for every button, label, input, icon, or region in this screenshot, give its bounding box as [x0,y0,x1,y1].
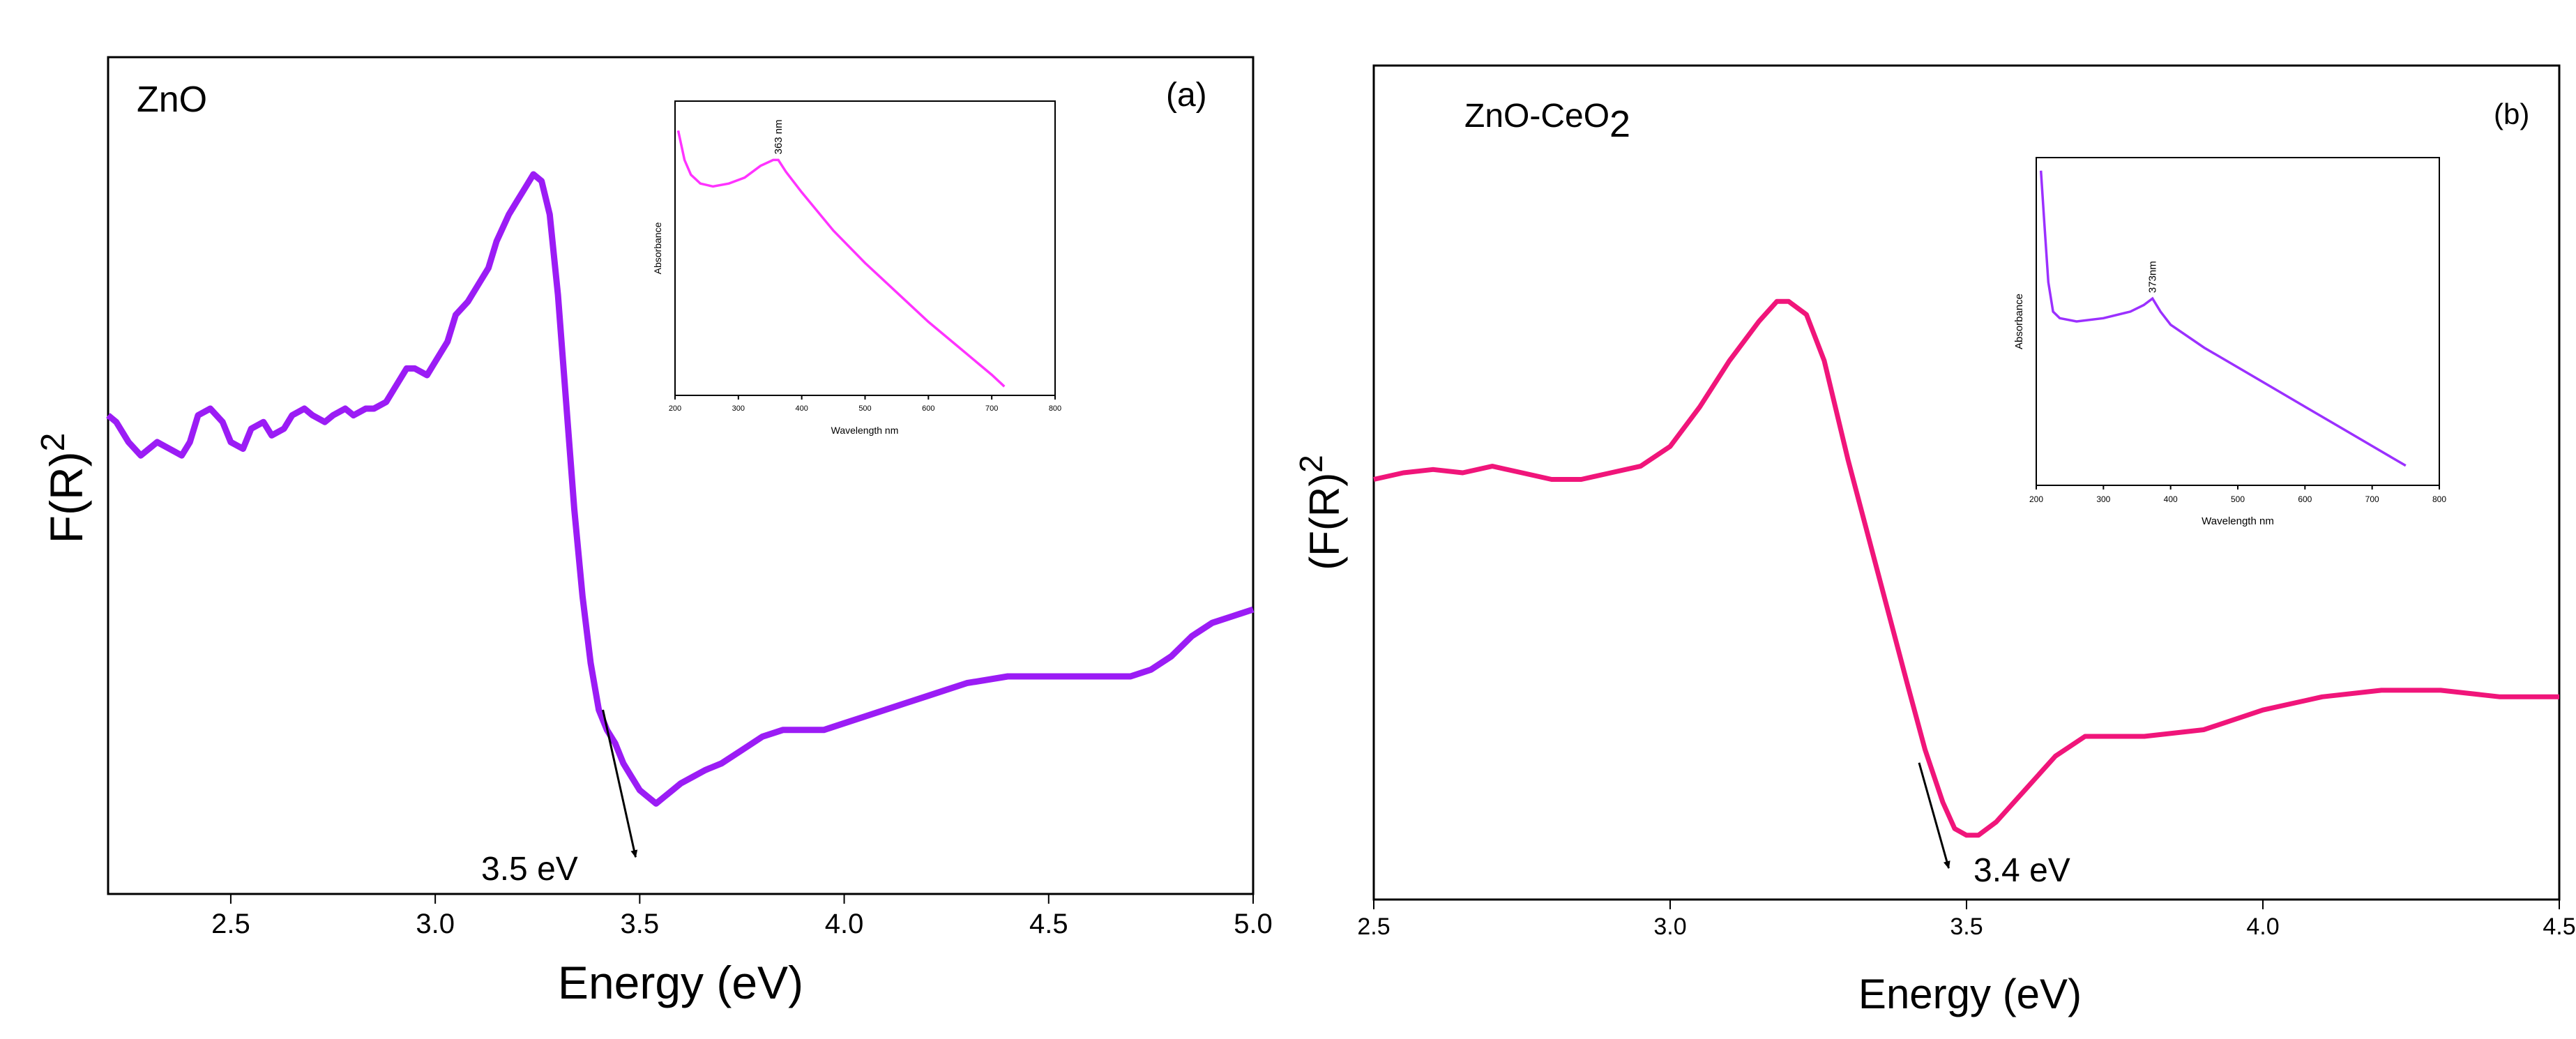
panel-a-series-line [106,171,1255,807]
panel-a-inset-x-tick-label: 600 [922,404,934,413]
panel-a-inset-x-tick-label: 700 [985,404,998,413]
panel-a-y-axis-label: F(R)2 [35,433,92,544]
panel-a-x-tick-label: 4.0 [825,909,864,939]
panel-a-annotation: 3.5 eV [481,851,578,888]
panel-b-y-axis-label: (F(R)2 [1293,455,1348,570]
panel-b-inset-y-label: Absorbance [2013,294,2025,349]
panel-b-x-tick-label: 2.5 [1357,913,1390,940]
panel-b-x-tick-label: 4.0 [2246,913,2279,940]
panel-a-inset-x-tick-label: 200 [669,404,681,413]
panel-b-inset-frame [2036,157,2440,486]
panel-b-x-tick-label: 3.0 [1653,913,1686,940]
panel-b-x-axis-label: Energy (eV) [1858,971,2082,1017]
panel-b-inset-x-tick-label: 300 [2096,494,2110,504]
panel-a-inset-x-tick-label: 800 [1049,404,1061,413]
panel-a-arrow [602,709,638,858]
panel-a-sample-label: ZnO [137,79,207,120]
panel-b-inset-x-tick-label: 600 [2298,494,2312,504]
panel-a-x-tick-label: 3.0 [416,909,455,939]
panel-b-inset-x-tick-label: 800 [2432,494,2446,504]
panel-b-inset-series-line [2039,170,2407,467]
panel-a-inset-peak-label: 363 nm [773,119,785,154]
panel-b-inset-x-tick-label: 500 [2231,494,2245,504]
panel-a-x-tick-label: 2.5 [211,909,250,939]
panel-b-panel-label: (b) [2494,98,2529,130]
panel-b-annotation: 3.4 eV [1973,852,2070,889]
panel-a-inset-series-line [676,130,1006,388]
panel-a-panel-label: (a) [1166,77,1207,114]
panel-a-inset-x-axis: 200 300 400 500 600 700 800 [669,395,1061,413]
panel-b-series-line [1373,298,2559,838]
panel-b-inset-x-tick-label: 200 [2029,494,2043,504]
panel-a-x-tick-label: 4.5 [1029,909,1068,939]
panel-b-inset-x-axis: 200 300 400 500 600 700 800 [2029,485,2446,504]
panel-b-inset: 200 300 400 500 600 700 800 373nm Wavelength n… [2013,157,2446,527]
panel-b-x-tick-label: 3.5 [1950,913,1983,940]
panel-b: 2.5 3.0 3.5 4.0 4.5 3.4 eV ZnO-CeO2 (b) Ener… [1293,64,2576,1017]
panel-a-frame [107,56,1255,895]
panel-b-x-axis: 2.5 3.0 3.5 4.0 4.5 [1357,900,2576,940]
panel-a-x-tick-label: 3.5 [621,909,660,939]
panel-a-x-axis: 2.5 3.0 3.5 4.0 4.5 5.0 [211,894,1273,939]
panel-b-inset-x-tick-label: 400 [2164,494,2178,504]
panel-a-inset-x-tick-label: 300 [732,404,745,413]
panel-b-arrow [1918,762,1950,869]
panel-a-inset: 200 300 400 500 600 700 800 363 nm Wavelength … [652,100,1061,436]
panel-a-inset-frame [674,100,1056,396]
panel-a-inset-x-tick-label: 500 [858,404,871,413]
panel-b-inset-x-tick-label: 700 [2365,494,2379,504]
panel-a-inset-x-label: Wavelength nm [831,425,899,436]
panel-a-x-axis-label: Energy (eV) [558,957,803,1008]
panel-a-inset-y-label: Absorbance [652,222,663,274]
panel-b-x-tick-label: 4.5 [2543,913,2575,940]
panel-a: 2.5 3.0 3.5 4.0 4.5 5.0 3.5 eV ZnO (a) Energy… [35,56,1273,1008]
panel-b-inset-peak-label: 373nm [2147,261,2159,293]
panel-b-inset-x-label: Wavelength nm [2202,515,2274,527]
panel-a-x-tick-label: 5.0 [1234,909,1273,939]
panel-a-inset-x-tick-label: 400 [795,404,808,413]
panel-b-sample-label: ZnO-CeO2 [1464,98,1630,145]
